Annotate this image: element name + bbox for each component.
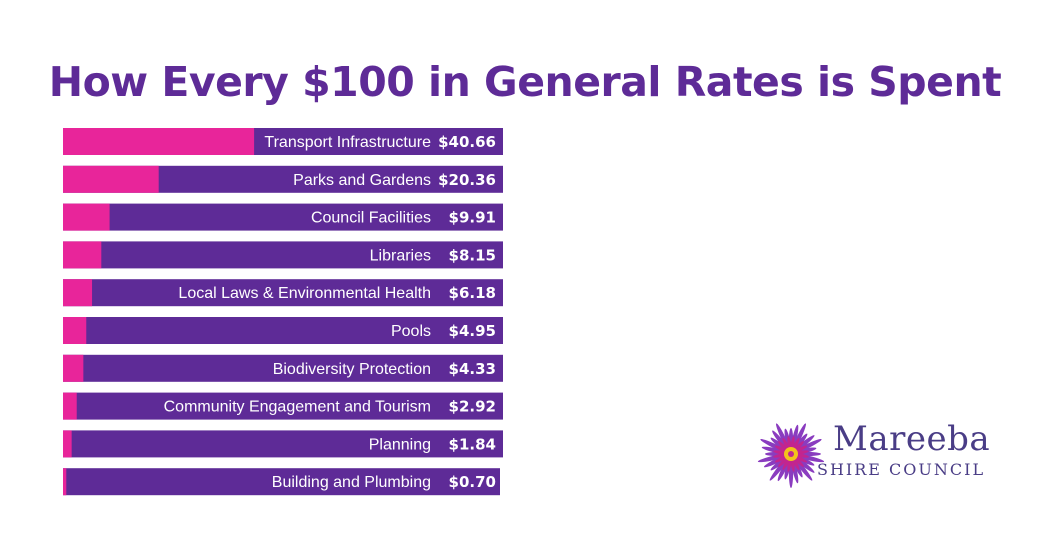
logo-name: Mareeba	[833, 419, 991, 459]
bar-value-label: $6.18	[449, 284, 496, 302]
bar-value-label: $40.66	[438, 133, 496, 151]
bar	[63, 392, 77, 420]
bar-value-label: $4.95	[449, 322, 496, 340]
bar-category-label: Parks and Gardens	[293, 172, 431, 189]
bar-track	[63, 203, 503, 231]
council-logo: Mareeba SHIRE COUNCIL	[755, 416, 995, 496]
bar-track	[63, 468, 500, 496]
bar-category-label: Local Laws & Environmental Health	[178, 285, 431, 302]
logo-subtitle: SHIRE COUNCIL	[817, 460, 986, 479]
bar-track	[63, 317, 503, 344]
bar	[63, 128, 255, 155]
bar	[63, 241, 102, 269]
bar-track	[63, 279, 503, 307]
bar	[63, 279, 93, 307]
bar-value-label: $8.15	[449, 246, 496, 264]
bar-category-label: Pools	[391, 323, 431, 340]
bar-track	[63, 430, 503, 458]
bar	[63, 203, 110, 231]
bar-category-label: Libraries	[370, 247, 431, 264]
bar	[63, 317, 87, 344]
bar-value-label: $20.36	[438, 171, 496, 189]
bar-category-label: Biodiversity Protection	[273, 361, 431, 378]
bar	[63, 165, 159, 193]
bar-category-label: Transport Infrastructure	[264, 134, 431, 151]
bar-category-label: Planning	[369, 436, 431, 453]
bar-value-label: $2.92	[449, 398, 496, 416]
bar	[63, 354, 84, 382]
bar-value-label: $9.91	[449, 209, 496, 227]
bar	[63, 468, 67, 496]
chart-title: How Every $100 in General Rates is Spent	[48, 58, 1002, 106]
bar-track	[63, 354, 503, 382]
bar-category-label: Building and Plumbing	[272, 474, 431, 491]
flower-logo-icon	[757, 423, 825, 488]
bar	[63, 430, 72, 458]
bar-category-label: Community Engagement and Tourism	[164, 399, 431, 416]
bar-track	[63, 392, 503, 420]
bar-value-label: $4.33	[449, 360, 496, 378]
bar-value-label: $0.70	[449, 473, 496, 491]
bar-value-label: $1.84	[449, 435, 496, 453]
bar-track	[63, 241, 503, 269]
bar-category-label: Council Facilities	[311, 210, 431, 227]
